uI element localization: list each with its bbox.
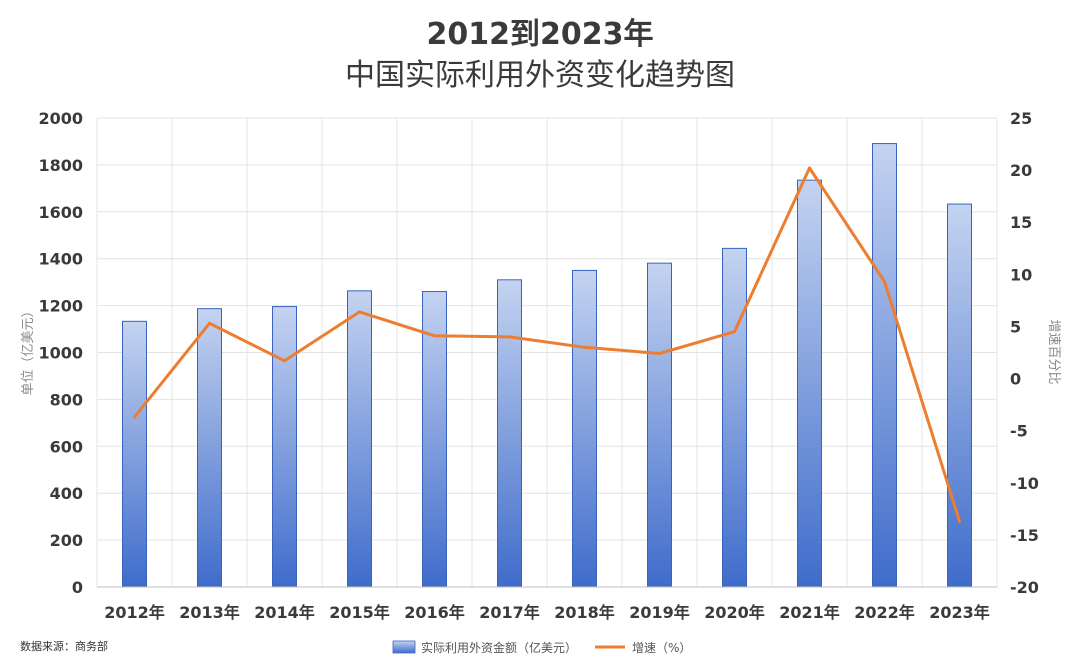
bar-layer xyxy=(122,143,972,588)
y-tick-label: 400 xyxy=(50,484,83,503)
grid-layer xyxy=(96,117,998,588)
x-tick-label: 2015年 xyxy=(329,603,390,622)
growth-point xyxy=(958,519,961,523)
axis-layer: 0200400600800100012001400160018002000-20… xyxy=(38,109,1038,622)
bar xyxy=(872,143,897,588)
data-source: 数据来源：商务部 xyxy=(20,639,108,653)
bar xyxy=(797,179,822,588)
y2-tick-label: -15 xyxy=(1010,526,1039,545)
growth-point xyxy=(883,280,886,284)
growth-point xyxy=(508,335,511,339)
x-tick-label: 2014年 xyxy=(254,603,315,622)
y2-tick-label: -5 xyxy=(1010,422,1028,441)
bar xyxy=(947,203,972,588)
x-tick-label: 2018年 xyxy=(554,603,615,622)
growth-line xyxy=(133,166,961,522)
bar xyxy=(572,269,597,588)
y-tick-label: 800 xyxy=(50,390,83,409)
y-tick-label: 1200 xyxy=(38,297,83,316)
bar xyxy=(497,279,522,588)
growth-point xyxy=(733,330,736,334)
y2-tick-label: 5 xyxy=(1010,317,1021,336)
legend-bar-label: 实际利用外资金额（亿美元） xyxy=(421,640,577,655)
y2-axis-label: 增速百分比 xyxy=(1046,319,1061,384)
legend-bar-swatch xyxy=(392,640,416,654)
bar xyxy=(272,306,297,588)
growth-point xyxy=(133,415,136,419)
chart-title-line2: 中国实际利用外资变化趋势图 xyxy=(345,58,735,93)
y-axis-label: 单位（亿美元） xyxy=(21,304,36,395)
growth-point xyxy=(358,310,361,314)
x-tick-label: 2017年 xyxy=(479,603,540,622)
x-tick-label: 2022年 xyxy=(854,603,915,622)
bar xyxy=(197,308,222,588)
legend: 实际利用外资金额（亿美元） 增速（%） xyxy=(392,640,691,655)
y-tick-label: 1800 xyxy=(38,156,83,175)
x-tick-label: 2013年 xyxy=(179,603,240,622)
bar xyxy=(422,291,447,588)
y-tick-label: 0 xyxy=(72,578,83,597)
y2-tick-label: 20 xyxy=(1010,161,1032,180)
growth-point xyxy=(283,359,286,363)
y-tick-label: 1000 xyxy=(38,344,83,363)
bar xyxy=(722,247,747,588)
bar xyxy=(347,290,372,588)
y-tick-label: 600 xyxy=(50,437,83,456)
x-tick-label: 2019年 xyxy=(629,603,690,622)
line-layer xyxy=(133,166,961,523)
y2-tick-label: 15 xyxy=(1010,213,1032,232)
y-tick-label: 2000 xyxy=(38,109,83,128)
growth-point xyxy=(583,345,586,349)
y-tick-label: 1600 xyxy=(38,203,83,222)
x-tick-label: 2021年 xyxy=(779,603,840,622)
y-tick-label: 200 xyxy=(50,531,83,550)
growth-point xyxy=(433,334,436,338)
x-tick-label: 2023年 xyxy=(929,603,990,622)
y2-tick-label: -10 xyxy=(1010,474,1039,493)
legend-line-label: 增速（%） xyxy=(632,641,691,655)
y2-tick-label: 25 xyxy=(1010,109,1032,128)
growth-point xyxy=(208,321,211,325)
growth-point xyxy=(808,166,811,170)
y2-tick-label: 10 xyxy=(1010,265,1032,284)
y2-tick-label: 0 xyxy=(1010,370,1021,389)
chart-title-line1: 2012到2023年 xyxy=(427,17,654,52)
bar xyxy=(122,320,147,588)
x-tick-label: 2016年 xyxy=(404,603,465,622)
y-tick-label: 1400 xyxy=(38,250,83,269)
bar xyxy=(647,262,672,588)
growth-point xyxy=(658,352,661,356)
x-tick-label: 2020年 xyxy=(704,603,765,622)
x-tick-label: 2012年 xyxy=(104,603,165,622)
y2-tick-label: -20 xyxy=(1010,578,1039,597)
